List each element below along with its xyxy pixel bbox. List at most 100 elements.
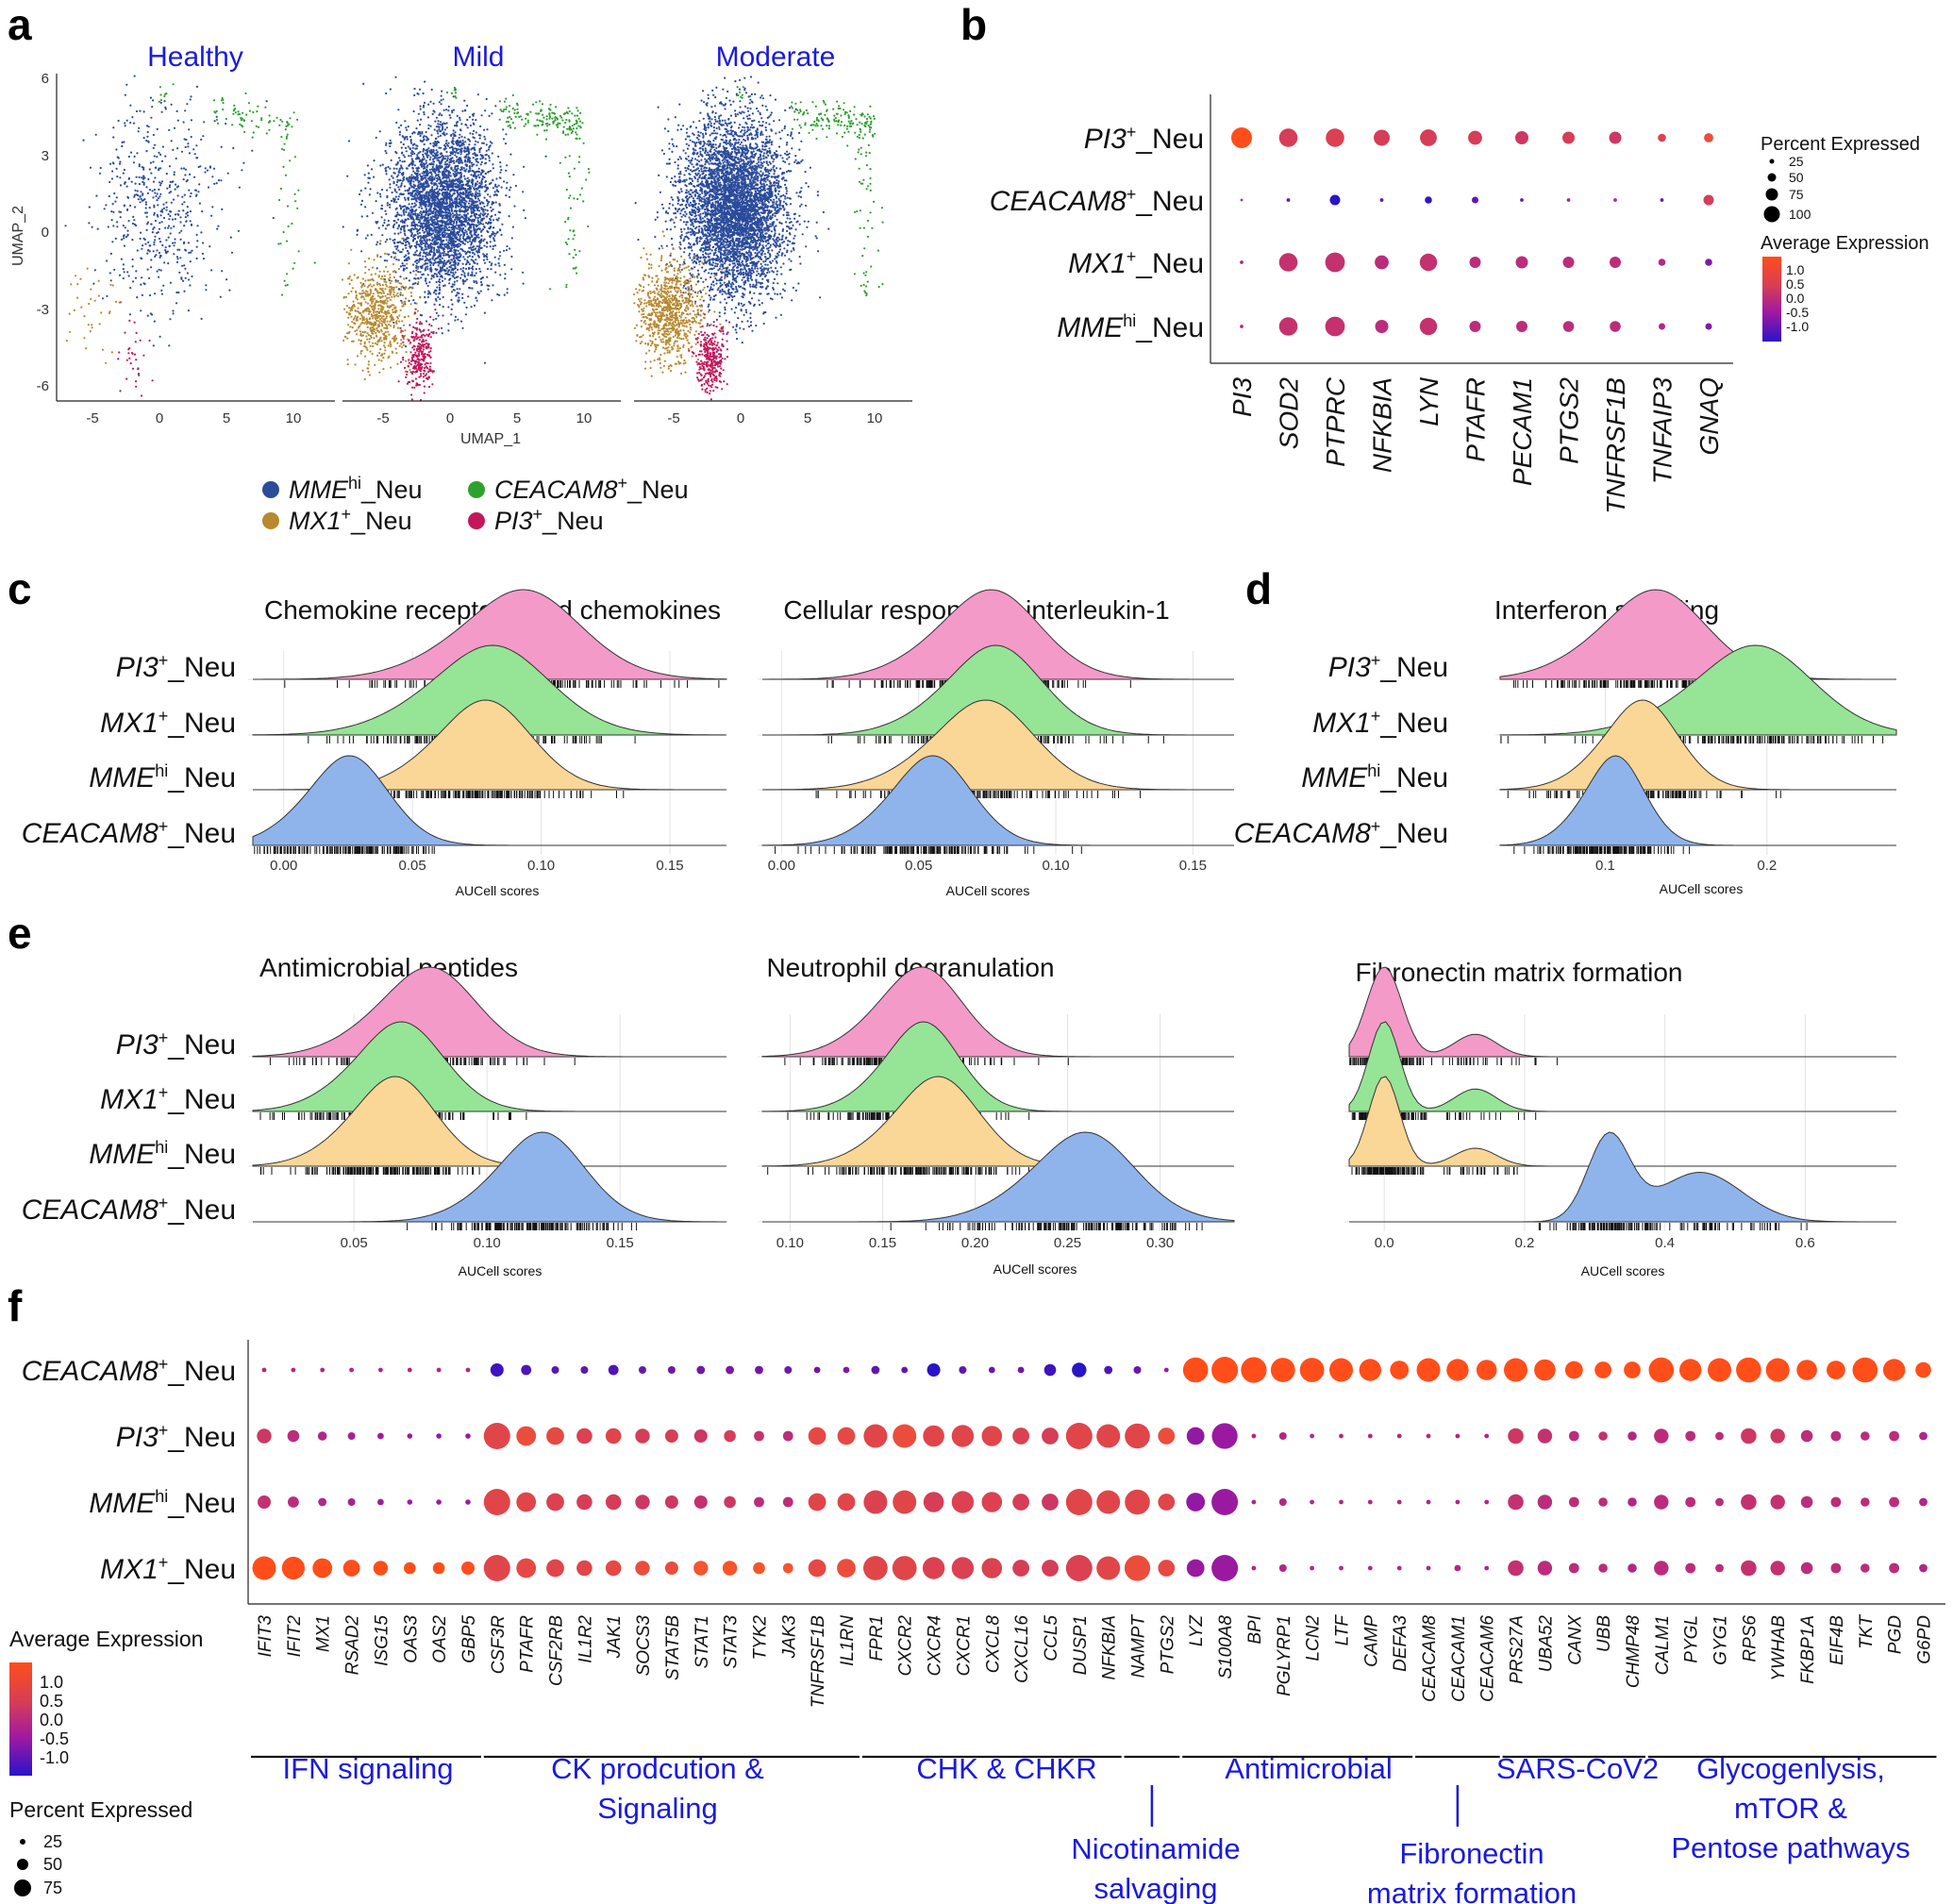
umap-point: [392, 289, 394, 292]
umap-point: [426, 238, 428, 242]
umap-point: [461, 205, 464, 208]
umap-point: [364, 290, 368, 292]
umap-point: [454, 154, 457, 157]
umap-point: [476, 281, 478, 285]
umap-point: [380, 292, 383, 294]
umap-point: [445, 198, 448, 201]
umap-point: [430, 192, 433, 195]
umap-point: [460, 274, 463, 276]
umap-point: [364, 279, 367, 282]
umap-point: [368, 308, 371, 310]
umap-point: [449, 152, 453, 155]
umap-point: [437, 168, 440, 171]
umap-point: [426, 151, 429, 154]
umap-point: [394, 208, 397, 210]
umap-point: [408, 176, 411, 179]
umap-point: [409, 135, 411, 139]
umap-point: [361, 290, 364, 292]
umap-point: [471, 256, 474, 259]
umap-point: [358, 339, 360, 342]
umap-point: [407, 145, 409, 148]
umap-point: [185, 220, 188, 223]
umap-point: [427, 205, 430, 208]
umap-point: [402, 136, 405, 139]
umap-point: [292, 267, 294, 270]
umap-point: [406, 189, 409, 192]
umap-point: [427, 124, 430, 126]
umap-point: [445, 246, 448, 249]
umap-point: [437, 125, 440, 128]
umap-point: [348, 307, 351, 309]
umap-point: [399, 292, 402, 294]
umap-point: [443, 264, 446, 267]
umap-point: [293, 192, 296, 195]
umap-point: [434, 261, 437, 264]
umap-point: [401, 285, 404, 288]
umap-point: [359, 281, 362, 284]
umap-point: [484, 158, 487, 160]
umap-point: [476, 93, 479, 96]
umap-point: [202, 242, 205, 244]
umap-point: [425, 223, 427, 225]
umap-point: [89, 166, 92, 169]
umap-point: [134, 182, 137, 185]
umap-point: [150, 223, 153, 225]
umap-point: [124, 93, 126, 96]
umap-point: [475, 176, 477, 180]
umap-point: [383, 332, 386, 335]
panel-label-d: d: [1245, 564, 1272, 613]
umap-point: [441, 217, 443, 220]
umap-point: [397, 109, 400, 111]
umap-point: [237, 113, 240, 116]
umap-point: [439, 276, 442, 278]
umap-point: [378, 300, 382, 303]
umap-point: [503, 293, 506, 296]
umap-point: [491, 262, 493, 265]
umap-point: [285, 137, 288, 140]
umap-point: [423, 251, 426, 254]
umap-point: [383, 321, 386, 324]
umap-point: [182, 242, 185, 245]
umap-point: [448, 274, 451, 276]
umap-point: [165, 252, 168, 255]
umap-point: [491, 152, 493, 155]
umap-point: [463, 175, 466, 177]
umap-point: [97, 294, 100, 297]
umap-point: [411, 224, 415, 227]
umap-point: [505, 169, 508, 172]
umap-point: [445, 175, 448, 177]
umap-point: [461, 292, 464, 295]
umap-point: [165, 201, 168, 204]
umap-point: [446, 143, 449, 146]
umap-point: [448, 278, 451, 281]
umap-point: [470, 306, 473, 309]
umap-point: [344, 336, 347, 339]
umap-point: [109, 162, 112, 165]
umap-point: [366, 293, 369, 296]
umap-point: [423, 210, 426, 213]
umap-point: [142, 237, 145, 240]
umap-point: [432, 208, 435, 210]
umap-point: [190, 192, 192, 195]
umap-point: [183, 264, 186, 267]
umap-point: [406, 262, 409, 265]
umap-point: [463, 136, 466, 139]
umap-point: [448, 247, 451, 250]
umap-point: [360, 284, 363, 287]
umap-point: [165, 239, 168, 242]
umap-point: [455, 175, 458, 177]
umap-point: [463, 301, 466, 304]
umap-point: [367, 278, 370, 281]
umap-point: [215, 109, 218, 112]
umap-point: [473, 188, 476, 191]
umap-point: [480, 181, 483, 184]
umap-point: [173, 171, 175, 174]
umap-point: [415, 175, 419, 177]
umap-point: [94, 133, 97, 136]
umap-point: [111, 170, 114, 173]
umap-point: [175, 291, 178, 294]
umap-point: [427, 193, 430, 196]
umap-point: [399, 326, 402, 329]
umap-point: [386, 189, 389, 192]
umap-point: [396, 280, 399, 283]
